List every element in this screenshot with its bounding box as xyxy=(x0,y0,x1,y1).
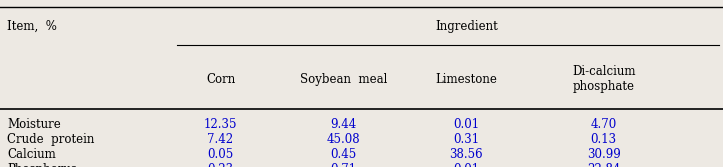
Text: 4.70: 4.70 xyxy=(591,118,617,131)
Text: 0.01: 0.01 xyxy=(453,163,479,167)
Text: 0.01: 0.01 xyxy=(453,118,479,131)
Text: 38.56: 38.56 xyxy=(450,148,483,161)
Text: Limestone: Limestone xyxy=(435,73,497,86)
Text: 9.44: 9.44 xyxy=(330,118,356,131)
Text: 0.31: 0.31 xyxy=(453,133,479,146)
Text: Soybean  meal: Soybean meal xyxy=(300,73,387,86)
Text: Calcium: Calcium xyxy=(7,148,56,161)
Text: 0.23: 0.23 xyxy=(208,163,234,167)
Text: 0.45: 0.45 xyxy=(330,148,356,161)
Text: Di-calcium
phosphate: Di-calcium phosphate xyxy=(572,65,636,93)
Text: 0.13: 0.13 xyxy=(591,133,617,146)
Text: 30.99: 30.99 xyxy=(587,148,620,161)
Text: Phosphorus: Phosphorus xyxy=(7,163,77,167)
Text: 22.84: 22.84 xyxy=(587,163,620,167)
Text: 12.35: 12.35 xyxy=(204,118,237,131)
Text: 45.08: 45.08 xyxy=(327,133,360,146)
Text: Item,  %: Item, % xyxy=(7,20,57,33)
Text: 7.42: 7.42 xyxy=(208,133,234,146)
Text: 0.05: 0.05 xyxy=(208,148,234,161)
Text: Corn: Corn xyxy=(206,73,235,86)
Text: Moisture: Moisture xyxy=(7,118,61,131)
Text: Crude  protein: Crude protein xyxy=(7,133,95,146)
Text: Ingredient: Ingredient xyxy=(435,20,497,33)
Text: 0.71: 0.71 xyxy=(330,163,356,167)
